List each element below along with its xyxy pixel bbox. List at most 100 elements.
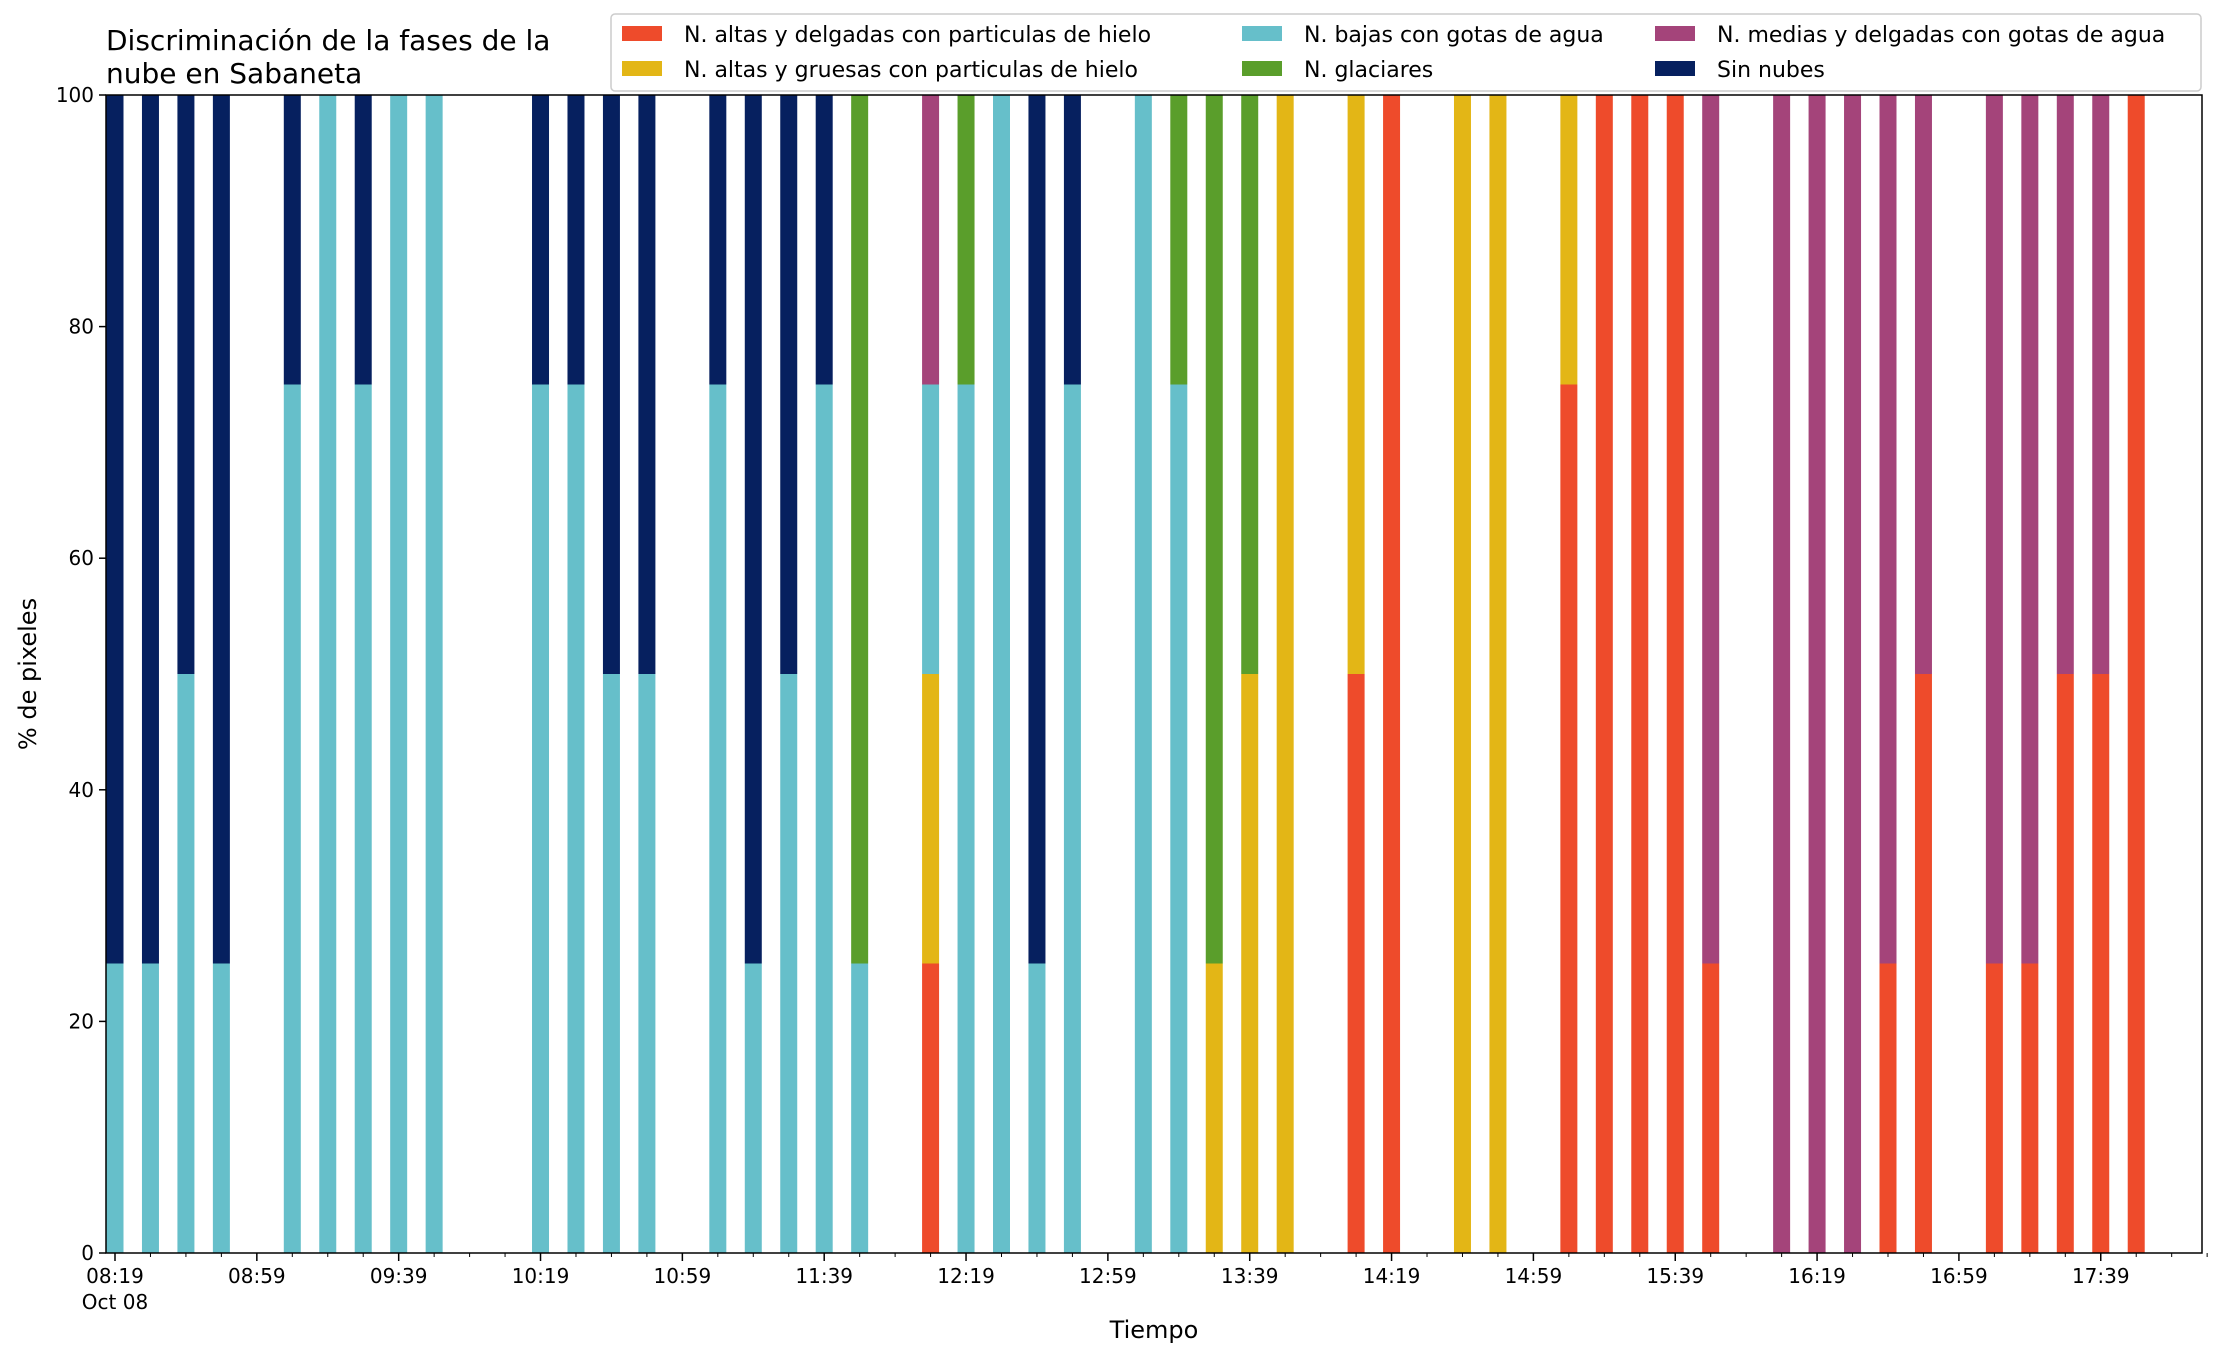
bar-segment-38-4 (1808, 95, 1826, 1253)
bar-segment-2-5 (177, 95, 195, 674)
bar-segment-45-0 (2092, 674, 2110, 1253)
y-tick-label-5: 100 (56, 83, 94, 107)
x-tick-label-13: 16:59 (1930, 1264, 1988, 1288)
chart-title: Discriminación de la fases de la nube en… (106, 24, 550, 90)
bar-segment-18-1 (922, 674, 940, 964)
x-tick-label-7: 12:59 (1079, 1264, 1137, 1288)
x-tick-label-9: 14:19 (1363, 1264, 1421, 1288)
bar-segment-22-5 (1063, 95, 1081, 385)
bar-segment-11-5 (602, 95, 620, 674)
bar-segment-0-5 (106, 95, 124, 964)
bars-layer (106, 95, 2145, 1253)
bar-segment-14-2 (744, 963, 762, 1253)
y-axis-label: % de pixeles (14, 598, 42, 750)
chart-title-line-1: Discriminación de la fases de la (106, 24, 550, 57)
x-tick-sublabel-0: Oct 08 (82, 1290, 148, 1314)
x-tick-label-6: 12:19 (937, 1264, 995, 1288)
bar-segment-13-2 (709, 384, 727, 1253)
bar-segment-24-2 (1170, 384, 1188, 1253)
y-tick-label-3: 60 (69, 546, 94, 570)
bar-segment-31-1 (1489, 95, 1507, 1253)
chart-title-line-2: nube en Sabaneta (106, 57, 362, 90)
bar-segment-3-2 (212, 963, 230, 1253)
bar-segment-32-1 (1560, 95, 1578, 385)
bar-segment-41-0 (1914, 674, 1932, 1253)
bar-segment-21-2 (1028, 963, 1046, 1253)
bar-segment-45-4 (2092, 95, 2110, 674)
x-tick-label-3: 10:19 (512, 1264, 570, 1288)
x-tick-label-14: 17:39 (2072, 1264, 2130, 1288)
bar-segment-36-4 (1702, 95, 1720, 964)
y-tick-label-1: 20 (69, 1009, 94, 1033)
x-tick-label-12: 16:19 (1788, 1264, 1846, 1288)
bar-segment-44-4 (2056, 95, 2074, 674)
bar-segment-30-1 (1453, 95, 1471, 1253)
bar-segment-35-0 (1666, 95, 1684, 1253)
bar-segment-18-2 (922, 384, 940, 674)
legend-swatch-4 (1655, 26, 1695, 41)
bar-segment-0-2 (106, 963, 124, 1253)
bar-segment-40-4 (1879, 95, 1897, 964)
bar-segment-43-0 (2021, 963, 2039, 1253)
bar-segment-2-2 (177, 674, 195, 1253)
legend-label-0: N. altas y delgadas con particulas de hi… (684, 23, 1151, 48)
plot-frame (105, 94, 2203, 1254)
legend-swatch-2 (1242, 26, 1282, 41)
legend-swatch-0 (622, 26, 662, 41)
y-tick-label-0: 0 (81, 1241, 94, 1265)
legend-swatch-3 (1242, 61, 1282, 76)
bar-segment-33-0 (1595, 95, 1613, 1253)
legend-label-5: Sin nubes (1717, 58, 1825, 83)
bar-segment-17-3 (851, 95, 869, 964)
bar-segment-37-4 (1773, 95, 1791, 1253)
bar-segment-11-2 (602, 674, 620, 1253)
bar-segment-1-2 (141, 963, 159, 1253)
bar-segment-17-2 (851, 963, 869, 1253)
legend: N. altas y delgadas con particulas de hi… (610, 13, 2202, 92)
y-tick-label-4: 80 (69, 315, 94, 339)
bar-segment-16-2 (815, 384, 833, 1253)
bar-segment-20-2 (993, 95, 1010, 1253)
bar-segment-27-1 (1276, 95, 1294, 1253)
x-axis-label: Tiempo (1109, 1316, 1199, 1344)
x-tick-label-0: 08:19 (86, 1264, 144, 1288)
bar-segment-46-0 (2127, 95, 2145, 1253)
bar-segment-4-2 (283, 384, 301, 1253)
x-tick-label-10: 14:59 (1505, 1264, 1563, 1288)
x-tick-label-4: 10:59 (654, 1264, 712, 1288)
bar-segment-43-4 (2021, 95, 2039, 964)
bar-segment-19-2 (957, 384, 975, 1253)
bar-segment-7-2 (390, 95, 408, 1253)
bar-segment-15-2 (780, 674, 798, 1253)
bar-segment-28-1 (1347, 95, 1365, 674)
bar-segment-4-5 (283, 95, 301, 385)
legend-swatch-1 (622, 61, 662, 76)
bar-segment-41-4 (1914, 95, 1932, 674)
bar-segment-18-0 (922, 963, 940, 1253)
legend-frame (610, 13, 2202, 92)
bar-segment-29-0 (1383, 95, 1401, 1253)
x-tick-label-11: 15:39 (1646, 1264, 1704, 1288)
legend-label-3: N. glaciares (1304, 58, 1433, 83)
bar-segment-21-5 (1028, 95, 1046, 964)
bar-segment-36-0 (1702, 963, 1720, 1253)
bar-segment-22-2 (1063, 384, 1081, 1253)
bar-segment-34-0 (1631, 95, 1649, 1253)
x-tick-label-5: 11:39 (795, 1264, 853, 1288)
bar-segment-6-2 (354, 384, 372, 1253)
x-tick-label-8: 13:39 (1221, 1264, 1279, 1288)
y-tick-label-2: 40 (69, 778, 94, 802)
bar-segment-3-5 (212, 95, 230, 964)
bar-segment-13-5 (709, 95, 727, 385)
bar-segment-24-3 (1170, 95, 1188, 385)
bar-segment-25-3 (1205, 95, 1223, 964)
bar-segment-39-4 (1844, 95, 1862, 1253)
bar-segment-8-2 (425, 95, 443, 1253)
bar-segment-28-0 (1347, 674, 1365, 1253)
bar-segment-14-5 (744, 95, 762, 964)
bar-segment-42-0 (1985, 963, 2003, 1253)
bar-segment-10-5 (567, 95, 585, 385)
bar-segment-10-2 (567, 384, 585, 1253)
